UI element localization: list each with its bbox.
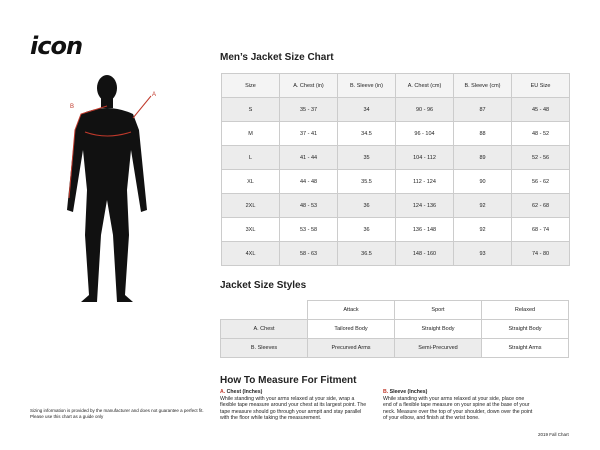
style-cell: B. Sleeves (220, 338, 308, 358)
table-row: XL 44 - 48 35.5 112 - 124 90 56 - 62 (221, 169, 570, 194)
table-cell: 112 - 124 (395, 169, 454, 194)
table-cell: 3XL (221, 217, 280, 242)
sleeve-instructions: B. Sleeve (Inches) While standing with y… (383, 389, 533, 422)
table-cell: 90 - 96 (395, 97, 454, 122)
label-a: A (152, 92, 156, 98)
table-cell: 35 (337, 145, 396, 170)
table-row: S 35 - 37 34 90 - 96 87 45 - 48 (221, 97, 570, 122)
styles-table: Attack Sport Relaxed A. Chest Tailored Body… (220, 300, 569, 358)
table-row: 2XL 48 - 53 36 124 - 136 92 62 - 68 (221, 193, 570, 218)
size-chart-title: Men’s Jacket Size Chart (220, 52, 334, 63)
table-cell: 4XL (221, 241, 280, 266)
table-cell: 136 - 148 (395, 217, 454, 242)
sleeve-measure-line (68, 105, 108, 199)
table-row: 4XL 58 - 63 36.5 148 - 160 93 74 - 80 (221, 241, 570, 266)
chest-text: While standing with your arms relaxed at… (220, 395, 367, 422)
table-cell: 35 - 37 (279, 97, 338, 122)
table-cell: 88 (453, 121, 512, 146)
table-cell: 45 - 48 (511, 97, 570, 122)
style-cell: A. Chest (220, 319, 308, 339)
styles-title: Jacket Size Styles (220, 280, 307, 291)
table-cell: 104 - 112 (395, 145, 454, 170)
table-cell: 34 (337, 97, 396, 122)
style-cell: Precurved Arms (307, 338, 395, 358)
table-cell: 58 - 63 (279, 241, 338, 266)
table-cell: 92 (453, 193, 512, 218)
table-cell: 148 - 160 (395, 241, 454, 266)
chest-instructions: A. Chest (Inches) While standing with yo… (220, 389, 370, 422)
column-header: Size (221, 73, 280, 98)
table-cell: 48 - 52 (511, 121, 570, 146)
table-cell: 52 - 56 (511, 145, 570, 170)
style-cell: Straight Body (394, 319, 482, 339)
table-cell: 41 - 44 (279, 145, 338, 170)
style-cell: Straight Arms (481, 338, 569, 358)
table-cell: 96 - 104 (395, 121, 454, 146)
measure-title: How To Measure For Fitment (220, 375, 357, 386)
style-cell: Straight Body (481, 319, 569, 339)
table-cell: 36 (337, 217, 396, 242)
style-header: Sport (394, 300, 482, 320)
chest-measure-line (84, 131, 132, 137)
table-cell: 90 (453, 169, 512, 194)
table-cell: 68 - 74 (511, 217, 570, 242)
table-cell: 36.5 (337, 241, 396, 266)
column-header: B. Sleeve (cm) (453, 73, 512, 98)
table-row: M 37 - 41 34.5 96 - 104 88 48 - 52 (221, 121, 570, 146)
table-cell: 56 - 62 (511, 169, 570, 194)
table-cell: 34.5 (337, 121, 396, 146)
table-cell: 124 - 136 (395, 193, 454, 218)
sleeve-letter: B. (383, 389, 389, 395)
table-cell: L (221, 145, 280, 170)
style-header: Relaxed (481, 300, 569, 320)
column-header: A. Chest (in) (279, 73, 338, 98)
table-cell: 92 (453, 217, 512, 242)
table-row: 3XL 53 - 58 36 136 - 148 92 68 - 74 (221, 217, 570, 242)
style-row: A. Chest Tailored Body Straight Body Straig… (220, 319, 569, 339)
disclaimer: Sizing information is provided by the ma… (30, 408, 204, 419)
table-cell: 44 - 48 (279, 169, 338, 194)
table-cell: 48 - 53 (279, 193, 338, 218)
style-header: Attack (307, 300, 395, 320)
sleeve-heading: Sleeve (Inches) (389, 389, 428, 395)
column-header: A. Chest (cm) (395, 73, 454, 98)
table-cell: XL (221, 169, 280, 194)
label-b: B (70, 104, 74, 110)
table-cell: S (221, 97, 280, 122)
column-header: EU Size (511, 73, 570, 98)
table-cell: 37 - 41 (279, 121, 338, 146)
style-cell: Tailored Body (307, 319, 395, 339)
column-header: B. Sleeve (in) (337, 73, 396, 98)
table-cell: M (221, 121, 280, 146)
style-cell: Semi-Precurved (394, 338, 482, 358)
sleeve-text: While standing with your arms relaxed at… (383, 395, 533, 422)
table-cell: 36 (337, 193, 396, 218)
chest-heading: Chest (Inches) (226, 389, 263, 395)
table-cell: 93 (453, 241, 512, 266)
table-row: L 41 - 44 35 104 - 112 89 52 - 56 (221, 145, 570, 170)
table-cell: 87 (453, 97, 512, 122)
table-cell: 74 - 80 (511, 241, 570, 266)
table-cell: 53 - 58 (279, 217, 338, 242)
chest-letter: A. (220, 389, 226, 395)
body-silhouette: B A (67, 75, 156, 302)
style-row: B. Sleeves Precurved Arms Semi-Precurved St… (220, 338, 569, 358)
table-cell: 2XL (221, 193, 280, 218)
icon-logo: icon (30, 32, 83, 60)
size-chart-table: Size A. Chest (in) B. Sleeve (in) A. Chest … (221, 73, 570, 266)
table-cell: 62 - 68 (511, 193, 570, 218)
table-cell: 89 (453, 145, 512, 170)
edition-label: 2019 Fall Chart (538, 432, 569, 437)
table-cell: 35.5 (337, 169, 396, 194)
